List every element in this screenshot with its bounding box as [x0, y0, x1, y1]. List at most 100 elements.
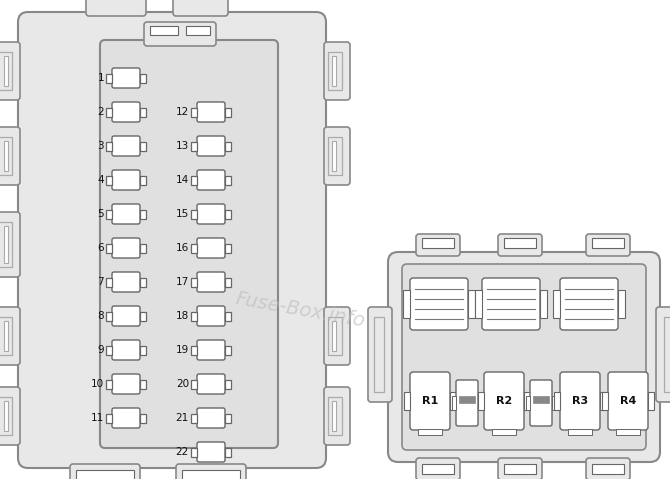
- Bar: [592, 464, 624, 474]
- Bar: [460, 396, 475, 403]
- Text: 2: 2: [97, 107, 104, 117]
- Bar: [140, 345, 146, 354]
- Text: 10: 10: [91, 379, 104, 389]
- Text: 20: 20: [176, 379, 189, 389]
- Bar: [552, 396, 556, 410]
- FancyBboxPatch shape: [197, 238, 225, 258]
- FancyBboxPatch shape: [112, 408, 140, 428]
- Bar: [225, 413, 231, 422]
- Bar: [140, 107, 146, 116]
- Bar: [4, 141, 8, 171]
- Bar: [4, 56, 8, 86]
- Text: 8: 8: [97, 311, 104, 321]
- Bar: [332, 56, 336, 86]
- Bar: [403, 290, 410, 319]
- Bar: [648, 392, 654, 411]
- Bar: [106, 277, 112, 286]
- FancyBboxPatch shape: [410, 278, 468, 330]
- Bar: [592, 238, 624, 248]
- Bar: [332, 401, 336, 431]
- Text: 12: 12: [176, 107, 189, 117]
- Text: 7: 7: [97, 277, 104, 287]
- Text: 11: 11: [90, 413, 104, 423]
- Bar: [191, 107, 197, 116]
- Bar: [191, 277, 197, 286]
- FancyBboxPatch shape: [197, 442, 225, 462]
- Bar: [106, 107, 112, 116]
- FancyBboxPatch shape: [173, 0, 228, 16]
- FancyBboxPatch shape: [456, 380, 478, 426]
- Bar: [106, 413, 112, 422]
- FancyBboxPatch shape: [112, 306, 140, 326]
- FancyBboxPatch shape: [0, 42, 20, 100]
- Bar: [106, 379, 112, 388]
- Bar: [452, 396, 456, 410]
- Bar: [191, 345, 197, 354]
- Bar: [140, 141, 146, 150]
- Bar: [328, 317, 342, 355]
- Bar: [106, 311, 112, 320]
- Bar: [422, 238, 454, 248]
- Bar: [186, 26, 210, 35]
- FancyBboxPatch shape: [324, 387, 350, 445]
- Bar: [106, 243, 112, 252]
- Bar: [0, 317, 12, 355]
- Text: R1: R1: [422, 396, 438, 406]
- Bar: [4, 226, 8, 263]
- Text: 21: 21: [176, 413, 189, 423]
- Bar: [374, 317, 384, 392]
- Bar: [618, 290, 625, 319]
- FancyBboxPatch shape: [410, 372, 450, 430]
- Text: R3: R3: [572, 396, 588, 406]
- Text: 19: 19: [176, 345, 189, 355]
- FancyBboxPatch shape: [197, 306, 225, 326]
- Bar: [533, 396, 549, 403]
- FancyBboxPatch shape: [498, 234, 542, 256]
- Bar: [140, 311, 146, 320]
- Bar: [150, 26, 178, 35]
- Bar: [76, 470, 134, 479]
- FancyBboxPatch shape: [197, 170, 225, 190]
- Bar: [0, 397, 12, 435]
- Bar: [664, 317, 670, 392]
- Bar: [478, 392, 484, 411]
- FancyBboxPatch shape: [18, 12, 326, 468]
- Bar: [478, 396, 482, 410]
- FancyBboxPatch shape: [112, 170, 140, 190]
- FancyBboxPatch shape: [482, 278, 540, 330]
- Text: 17: 17: [176, 277, 189, 287]
- Bar: [600, 392, 606, 411]
- Bar: [328, 137, 342, 175]
- Bar: [191, 209, 197, 218]
- Bar: [404, 392, 410, 411]
- FancyBboxPatch shape: [197, 102, 225, 122]
- FancyBboxPatch shape: [586, 234, 630, 256]
- Bar: [328, 397, 342, 435]
- Bar: [328, 52, 342, 90]
- Text: 22: 22: [176, 447, 189, 457]
- FancyBboxPatch shape: [112, 68, 140, 88]
- Text: 3: 3: [97, 141, 104, 151]
- Bar: [553, 290, 560, 319]
- Bar: [182, 470, 240, 479]
- FancyBboxPatch shape: [197, 272, 225, 292]
- FancyBboxPatch shape: [560, 278, 618, 330]
- Bar: [106, 141, 112, 150]
- FancyBboxPatch shape: [586, 458, 630, 479]
- FancyBboxPatch shape: [368, 307, 392, 402]
- FancyBboxPatch shape: [100, 40, 278, 448]
- FancyBboxPatch shape: [324, 307, 350, 365]
- Bar: [140, 175, 146, 184]
- FancyBboxPatch shape: [324, 127, 350, 185]
- FancyBboxPatch shape: [498, 458, 542, 479]
- FancyBboxPatch shape: [197, 204, 225, 224]
- Bar: [540, 290, 547, 319]
- FancyBboxPatch shape: [112, 374, 140, 394]
- Text: 14: 14: [176, 175, 189, 185]
- Bar: [106, 73, 112, 82]
- Bar: [191, 447, 197, 456]
- Bar: [140, 209, 146, 218]
- FancyBboxPatch shape: [0, 307, 20, 365]
- Text: 13: 13: [176, 141, 189, 151]
- FancyBboxPatch shape: [197, 408, 225, 428]
